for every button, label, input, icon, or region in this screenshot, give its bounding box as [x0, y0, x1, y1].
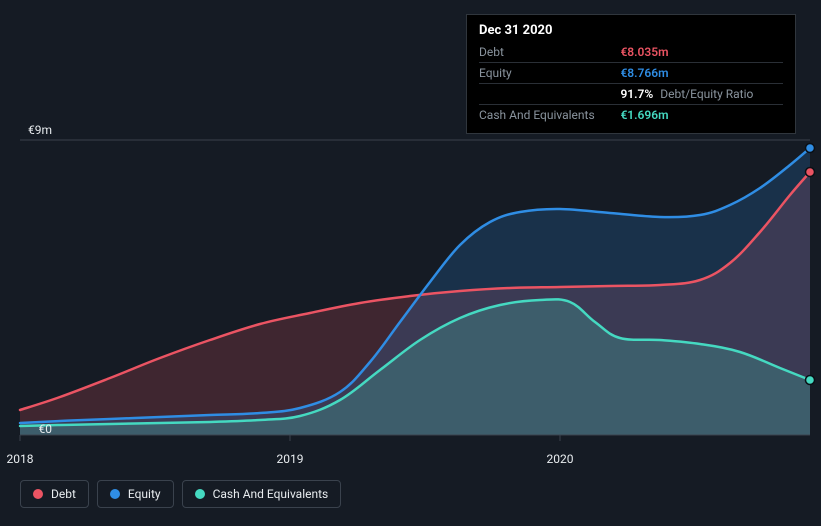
chart-legend: Debt Equity Cash And Equivalents	[20, 480, 341, 508]
tooltip-row: Equity €8.766m	[479, 63, 783, 84]
tooltip-value: €8.766m	[620, 63, 783, 84]
x-axis-label: 2019	[277, 452, 304, 466]
legend-swatch-icon	[195, 489, 205, 499]
tooltip-row: 91.7% Debt/Equity Ratio	[479, 84, 783, 105]
legend-label: Cash And Equivalents	[213, 487, 329, 501]
tooltip-label: Equity	[479, 63, 620, 84]
tooltip-row: Cash And Equivalents €1.696m	[479, 105, 783, 126]
legend-swatch-icon	[33, 489, 43, 499]
tooltip-row: Debt €8.035m	[479, 42, 783, 63]
tooltip-table: Debt €8.035m Equity €8.766m 91.7% Debt/E…	[479, 42, 783, 125]
tooltip-title: Dec 31 2020	[479, 23, 783, 42]
chart-tooltip: Dec 31 2020 Debt €8.035m Equity €8.766m …	[466, 14, 796, 134]
tooltip-label	[479, 84, 620, 105]
y-axis-label-max: €9m	[22, 123, 52, 137]
legend-label: Equity	[128, 487, 161, 501]
y-axis-label-min: €0	[22, 422, 52, 436]
tooltip-label: Cash And Equivalents	[479, 105, 620, 126]
legend-item-equity[interactable]: Equity	[97, 480, 174, 508]
tooltip-ratio-suffix: Debt/Equity Ratio	[660, 87, 753, 101]
tooltip-value: €1.696m	[620, 105, 783, 126]
legend-swatch-icon	[110, 489, 120, 499]
financials-area-chart: €9m €0 2018 2019 2020 Dec 31 2020 Debt €…	[0, 0, 821, 526]
tooltip-ratio-value: 91.7%	[620, 87, 653, 101]
tooltip-value: €8.035m	[620, 42, 783, 63]
tooltip-label: Debt	[479, 42, 620, 63]
legend-item-debt[interactable]: Debt	[20, 480, 89, 508]
legend-label: Debt	[51, 487, 76, 501]
x-axis-label: 2020	[547, 452, 574, 466]
legend-item-cash[interactable]: Cash And Equivalents	[182, 480, 342, 508]
x-axis-label: 2018	[7, 452, 34, 466]
tooltip-value: 91.7% Debt/Equity Ratio	[620, 84, 783, 105]
